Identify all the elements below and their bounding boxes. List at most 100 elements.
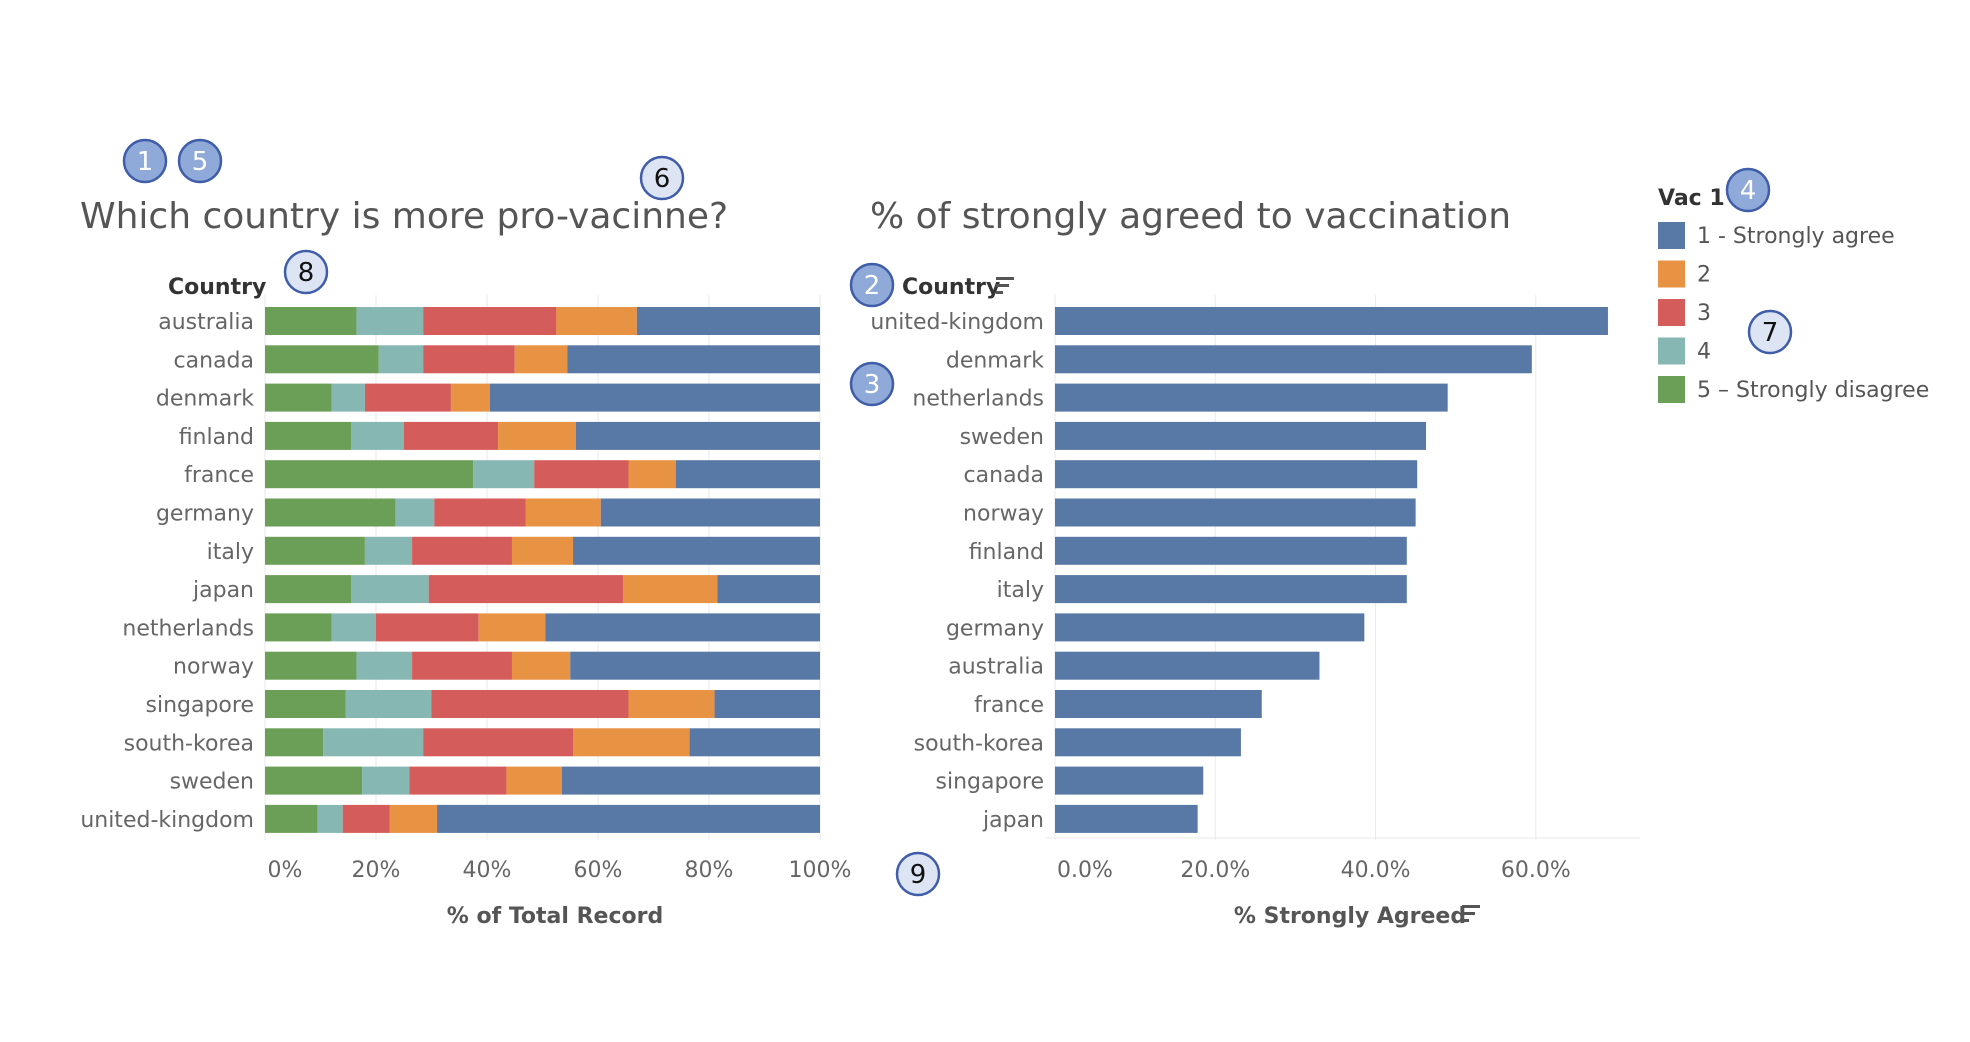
stacked-bar-segment[interactable]: [395, 498, 435, 527]
stacked-bar-segment[interactable]: [265, 460, 474, 489]
stacked-bar-segment[interactable]: [434, 498, 526, 527]
legend-item[interactable]: 5 – Strongly disagree: [1658, 376, 1929, 403]
left-category-label[interactable]: finland: [179, 425, 254, 450]
stacked-bar-segment[interactable]: [265, 536, 365, 565]
stacked-bar-segment[interactable]: [431, 690, 629, 718]
stacked-bar-segment[interactable]: [265, 804, 318, 833]
stacked-bar-segment[interactable]: [265, 383, 332, 412]
right-category-label[interactable]: norway: [963, 502, 1044, 527]
strongly-agreed-bar[interactable]: [1055, 651, 1320, 680]
left-category-label[interactable]: germany: [156, 502, 254, 527]
stacked-bar-segment[interactable]: [506, 766, 562, 795]
strongly-agreed-bar[interactable]: [1055, 536, 1407, 565]
left-category-label[interactable]: france: [184, 463, 254, 488]
stacked-bar-segment[interactable]: [265, 766, 363, 795]
strongly-agreed-bar[interactable]: [1055, 383, 1448, 412]
left-category-label[interactable]: norway: [173, 655, 254, 680]
right-category-label[interactable]: united-kingdom: [870, 310, 1044, 335]
left-category-label[interactable]: united-kingdom: [80, 808, 254, 833]
stacked-bar-segment[interactable]: [534, 460, 629, 489]
stacked-bar-segment[interactable]: [317, 804, 343, 833]
left-category-label[interactable]: canada: [174, 348, 254, 373]
stacked-bar-segment[interactable]: [556, 307, 637, 335]
strongly-agreed-bar[interactable]: [1055, 575, 1407, 604]
stacked-bar-segment[interactable]: [628, 460, 676, 489]
stacked-bar-segment[interactable]: [636, 307, 820, 335]
legend-item[interactable]: 4: [1658, 337, 1711, 365]
left-row-header[interactable]: Country: [168, 275, 266, 300]
right-category-label[interactable]: south-korea: [914, 731, 1044, 756]
stacked-bar-segment[interactable]: [600, 498, 820, 527]
left-category-label[interactable]: japan: [192, 578, 254, 603]
stacked-bar-segment[interactable]: [689, 728, 820, 757]
strongly-agreed-bar[interactable]: [1055, 728, 1241, 757]
stacked-bar-segment[interactable]: [364, 383, 451, 412]
strongly-agreed-bar[interactable]: [1055, 345, 1532, 374]
stacked-bar-segment[interactable]: [514, 345, 568, 374]
stacked-bar-segment[interactable]: [570, 651, 820, 680]
right-category-label[interactable]: netherlands: [912, 387, 1044, 412]
stacked-bar-segment[interactable]: [561, 766, 820, 795]
stacked-bar-segment[interactable]: [575, 421, 820, 450]
stacked-bar-segment[interactable]: [265, 728, 324, 757]
stacked-bar-segment[interactable]: [450, 383, 490, 412]
strongly-agreed-bar[interactable]: [1055, 690, 1262, 718]
right-category-label[interactable]: denmark: [946, 348, 1044, 373]
right-x-axis-label[interactable]: % Strongly Agreed: [1234, 904, 1466, 929]
stacked-bar-segment[interactable]: [412, 651, 512, 680]
stacked-bar-segment[interactable]: [378, 345, 424, 374]
stacked-bar-segment[interactable]: [265, 421, 352, 450]
stacked-bar-segment[interactable]: [628, 690, 715, 718]
strongly-agreed-bar[interactable]: [1055, 421, 1427, 450]
left-category-label[interactable]: south-korea: [124, 731, 254, 756]
right-category-label[interactable]: italy: [997, 578, 1044, 603]
stacked-bar-segment[interactable]: [364, 536, 413, 565]
stacked-bar-segment[interactable]: [265, 575, 352, 604]
stacked-bar-segment[interactable]: [437, 804, 820, 833]
strongly-agreed-bar[interactable]: [1055, 766, 1204, 795]
stacked-bar-segment[interactable]: [573, 536, 820, 565]
strongly-agreed-bar[interactable]: [1055, 804, 1198, 833]
stacked-bar-segment[interactable]: [423, 345, 515, 374]
stacked-bar-segment[interactable]: [356, 651, 413, 680]
stacked-bar-segment[interactable]: [362, 766, 410, 795]
left-x-axis-label[interactable]: % of Total Record: [447, 904, 663, 929]
stacked-bar-segment[interactable]: [511, 651, 571, 680]
stacked-bar-segment[interactable]: [389, 804, 438, 833]
stacked-bar-segment[interactable]: [356, 307, 424, 335]
stacked-bar-segment[interactable]: [622, 575, 718, 604]
left-category-label[interactable]: denmark: [156, 387, 254, 412]
stacked-bar-segment[interactable]: [409, 766, 507, 795]
stacked-bar-segment[interactable]: [714, 690, 820, 718]
left-category-label[interactable]: singapore: [146, 693, 255, 718]
stacked-bar-segment[interactable]: [567, 345, 820, 374]
strongly-agreed-bar[interactable]: [1055, 460, 1418, 489]
row-sort-icon[interactable]: [996, 277, 1014, 294]
legend-item[interactable]: 2: [1658, 260, 1711, 288]
axis-sort-icon[interactable]: [1462, 905, 1480, 922]
stacked-bar-segment[interactable]: [428, 575, 623, 604]
stacked-bar-segment[interactable]: [403, 421, 499, 450]
stacked-bar-segment[interactable]: [351, 421, 404, 450]
strongly-agreed-bar[interactable]: [1055, 498, 1416, 527]
strongly-agreed-bar[interactable]: [1055, 307, 1608, 335]
stacked-bar-segment[interactable]: [489, 383, 820, 412]
right-category-label[interactable]: australia: [948, 655, 1044, 680]
right-category-label[interactable]: japan: [982, 808, 1044, 833]
right-row-header[interactable]: Country: [902, 275, 1000, 300]
stacked-bar-segment[interactable]: [478, 613, 546, 642]
legend-item[interactable]: 1 - Strongly agree: [1658, 222, 1895, 249]
stacked-bar-segment[interactable]: [545, 613, 820, 642]
right-category-label[interactable]: finland: [969, 540, 1044, 565]
left-category-label[interactable]: italy: [207, 540, 254, 565]
stacked-bar-segment[interactable]: [265, 345, 379, 374]
strongly-agreed-bar[interactable]: [1055, 613, 1365, 642]
stacked-bar-segment[interactable]: [342, 804, 390, 833]
stacked-bar-segment[interactable]: [323, 728, 424, 757]
left-category-label[interactable]: sweden: [170, 770, 254, 795]
right-category-label[interactable]: france: [974, 693, 1044, 718]
stacked-bar-segment[interactable]: [331, 613, 376, 642]
stacked-bar-segment[interactable]: [376, 613, 479, 642]
right-category-label[interactable]: singapore: [936, 770, 1045, 795]
stacked-bar-segment[interactable]: [265, 651, 357, 680]
